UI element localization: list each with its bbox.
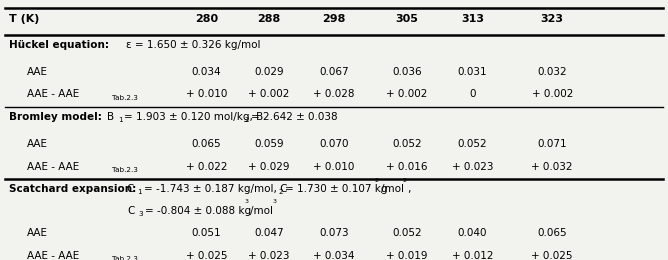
Text: 0.070: 0.070 — [319, 139, 349, 149]
Text: 0: 0 — [469, 89, 476, 100]
Text: 0.047: 0.047 — [254, 228, 284, 238]
Text: 3: 3 — [138, 211, 143, 217]
Text: B: B — [107, 112, 114, 122]
Text: + 0.002: + 0.002 — [532, 89, 573, 100]
Text: 298: 298 — [323, 14, 345, 24]
Text: 3: 3 — [244, 199, 248, 204]
Text: + 0.010: + 0.010 — [313, 161, 355, 172]
Text: ,: , — [407, 184, 411, 194]
Text: /mol: /mol — [250, 206, 273, 216]
Text: 0.032: 0.032 — [537, 67, 567, 77]
Text: AAE - AAE: AAE - AAE — [27, 251, 79, 260]
Text: 280: 280 — [194, 14, 218, 24]
Text: 2: 2 — [403, 178, 407, 183]
Text: + 0.023: + 0.023 — [248, 251, 289, 260]
Text: + 0.002: + 0.002 — [387, 89, 428, 100]
Text: 0.065: 0.065 — [192, 139, 221, 149]
Text: 0.073: 0.073 — [319, 228, 349, 238]
Text: 2: 2 — [278, 190, 283, 196]
Text: 0.052: 0.052 — [392, 139, 422, 149]
Text: 3: 3 — [272, 199, 276, 204]
Text: Tab.2.3: Tab.2.3 — [112, 167, 138, 173]
Text: AAE: AAE — [27, 67, 47, 77]
Text: 0.029: 0.029 — [254, 67, 284, 77]
Text: 0.036: 0.036 — [392, 67, 422, 77]
Text: + 0.016: + 0.016 — [386, 161, 428, 172]
Text: ε = 1.650 ± 0.326 kg/mol: ε = 1.650 ± 0.326 kg/mol — [126, 40, 261, 50]
Text: 0.052: 0.052 — [458, 139, 487, 149]
Text: AAE: AAE — [27, 228, 47, 238]
Text: 0.067: 0.067 — [319, 67, 349, 77]
Text: + 0.012: + 0.012 — [452, 251, 493, 260]
Text: + 0.025: + 0.025 — [186, 251, 227, 260]
Text: + 0.019: + 0.019 — [386, 251, 428, 260]
Text: 1: 1 — [137, 190, 142, 196]
Text: 0.031: 0.031 — [458, 67, 487, 77]
Text: AAE - AAE: AAE - AAE — [27, 161, 79, 172]
Text: + 0.025: + 0.025 — [532, 251, 573, 260]
Text: 0.034: 0.034 — [192, 67, 221, 77]
Text: AAE - AAE: AAE - AAE — [27, 89, 79, 100]
Text: 305: 305 — [395, 14, 419, 24]
Text: 0.040: 0.040 — [458, 228, 487, 238]
Text: 0.071: 0.071 — [537, 139, 567, 149]
Text: 0.051: 0.051 — [192, 228, 221, 238]
Text: Bromley model:: Bromley model: — [9, 112, 102, 122]
Text: 0.052: 0.052 — [392, 228, 422, 238]
Text: = 2.642 ± 0.038: = 2.642 ± 0.038 — [251, 112, 337, 122]
Text: 1: 1 — [118, 118, 122, 124]
Text: C: C — [128, 206, 135, 216]
Text: C: C — [126, 184, 134, 194]
Text: + 0.034: + 0.034 — [313, 251, 355, 260]
Text: + 0.023: + 0.023 — [452, 161, 493, 172]
Text: /mol: /mol — [381, 184, 403, 194]
Text: T (K): T (K) — [9, 14, 40, 24]
Text: + 0.032: + 0.032 — [532, 161, 573, 172]
Text: = 1.730 ± 0.107 kg: = 1.730 ± 0.107 kg — [285, 184, 387, 194]
Text: 2: 2 — [244, 118, 248, 124]
Text: 0.059: 0.059 — [254, 139, 284, 149]
Text: Scatchard expansion:: Scatchard expansion: — [9, 184, 137, 194]
Text: 0.065: 0.065 — [537, 228, 567, 238]
Text: 313: 313 — [461, 14, 484, 24]
Text: + 0.028: + 0.028 — [313, 89, 355, 100]
Text: = -1.743 ± 0.187 kg/mol, C: = -1.743 ± 0.187 kg/mol, C — [144, 184, 287, 194]
Text: + 0.022: + 0.022 — [186, 161, 227, 172]
Text: Tab.2.3: Tab.2.3 — [112, 95, 138, 101]
Text: 2: 2 — [375, 178, 379, 183]
Text: = -0.804 ± 0.088 kg: = -0.804 ± 0.088 kg — [145, 206, 251, 216]
Text: = 1.903 ± 0.120 mol/kg, B: = 1.903 ± 0.120 mol/kg, B — [124, 112, 264, 122]
Text: AAE: AAE — [27, 139, 47, 149]
Text: 288: 288 — [257, 14, 281, 24]
Text: + 0.010: + 0.010 — [186, 89, 227, 100]
Text: + 0.029: + 0.029 — [248, 161, 289, 172]
Text: + 0.002: + 0.002 — [248, 89, 289, 100]
Text: Tab.2.3: Tab.2.3 — [112, 256, 138, 260]
Text: 323: 323 — [540, 14, 564, 24]
Text: Hückel equation:: Hückel equation: — [9, 40, 110, 50]
